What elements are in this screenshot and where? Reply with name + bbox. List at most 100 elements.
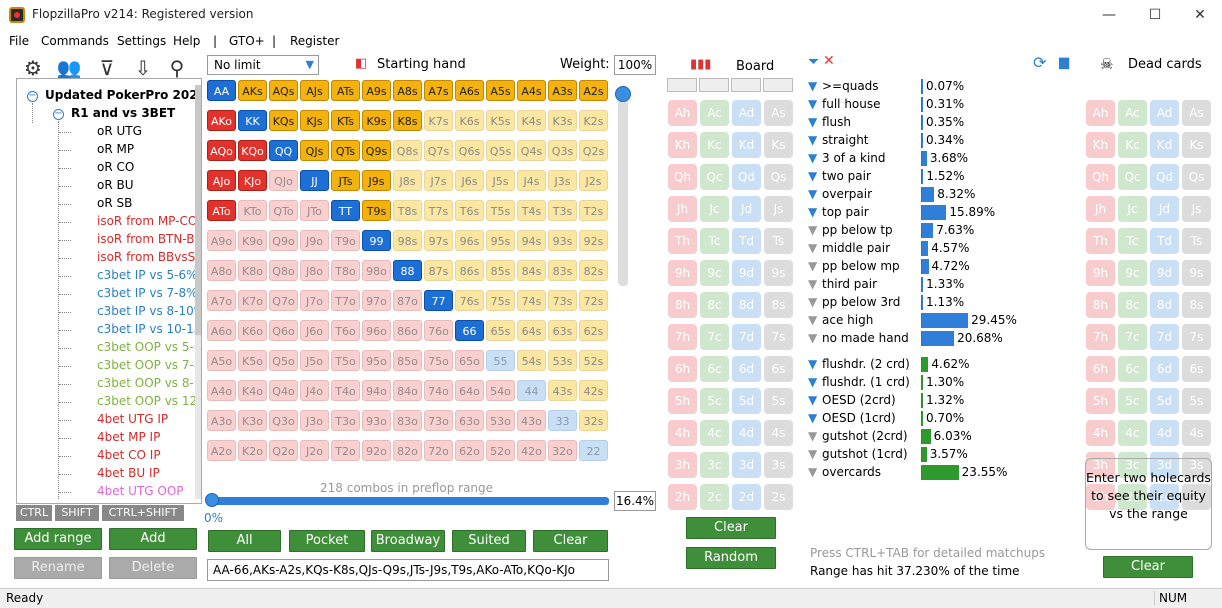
hand-cell[interactable]: Q9s [362,140,391,161]
card-Ac[interactable]: Ac [700,100,729,126]
card-Ac[interactable]: Ac [1118,100,1147,126]
hand-cell[interactable]: Q7o [269,290,298,311]
hand-cell[interactable]: 65o [455,350,484,371]
hand-cell[interactable]: Q3s [548,140,577,161]
chart-icon[interactable]: ▆ [1059,55,1069,70]
hand-cell[interactable]: 53s [548,350,577,371]
card-8h[interactable]: 8h [1086,292,1115,318]
hand-cell[interactable]: A3s [548,80,577,101]
board-slot[interactable] [699,78,729,92]
hand-cell[interactable]: A6s [455,80,484,101]
hand-cell[interactable]: 33 [548,410,577,431]
hand-cell[interactable]: 83o [393,410,422,431]
hand-cell[interactable]: T4s [517,200,546,221]
hand-cell[interactable]: T8s [393,200,422,221]
tab-ctrl[interactable]: CTRL [16,505,52,521]
hand-cell[interactable]: K8o [238,260,267,281]
hand-cell[interactable]: Q5o [269,350,298,371]
card-4h[interactable]: 4h [1086,420,1115,446]
hand-cell[interactable]: K8s [393,110,422,131]
menu-commands[interactable]: Commands [41,34,109,48]
card-9c[interactable]: 9c [1118,260,1147,286]
limit-select[interactable]: No limit ▼ [207,55,319,75]
hand-cell[interactable]: 92s [579,230,608,251]
card-5d[interactable]: 5d [732,388,761,414]
card-9d[interactable]: 9d [1150,260,1179,286]
hand-cell[interactable]: 64s [517,320,546,341]
card-8d[interactable]: 8d [732,292,761,318]
filter-icon[interactable]: ▼ [808,97,818,111]
card-9d[interactable]: 9d [732,260,761,286]
tree-item[interactable]: oR SB [97,196,133,210]
filter-icon[interactable]: ▼ [808,465,818,479]
card-2h[interactable]: 2h [1086,484,1115,510]
card-Jc[interactable]: Jc [700,196,729,222]
card-Ts[interactable]: Ts [764,228,793,254]
card-Kh[interactable]: Kh [668,132,697,158]
card-Kh[interactable]: Kh [1086,132,1115,158]
hand-cell[interactable]: J3o [300,410,329,431]
tree-item[interactable]: isoR from BTN-BB [97,232,202,246]
hand-cell[interactable]: 55 [486,350,515,371]
collapse-icon[interactable]: − [53,108,64,120]
hand-cell[interactable]: JTs [331,170,360,191]
rename-button[interactable]: Rename [14,557,102,579]
hand-cell[interactable]: 73o [424,410,453,431]
hand-cell[interactable]: A2s [579,80,608,101]
card-2s[interactable]: 2s [1182,484,1211,510]
hand-cell[interactable]: A8o [207,260,236,281]
tree-item[interactable]: oR BU [97,178,134,192]
hand-cell[interactable]: 74s [517,290,546,311]
card-Jc[interactable]: Jc [1118,196,1147,222]
card-7h[interactable]: 7h [1086,324,1115,350]
hand-cell[interactable]: K5o [238,350,267,371]
hand-cell[interactable]: 94o [362,380,391,401]
filter-icon[interactable]: ▼ [808,313,818,327]
hand-cell[interactable]: A9o [207,230,236,251]
card-Ad[interactable]: Ad [1150,100,1179,126]
hand-cell[interactable]: 76o [424,320,453,341]
hand-cell[interactable]: 64o [455,380,484,401]
card-Qs[interactable]: Qs [764,164,793,190]
hand-cell[interactable]: 62s [579,320,608,341]
card-2d[interactable]: 2d [1150,484,1179,510]
hand-cell[interactable]: K6o [238,320,267,341]
hand-cell[interactable]: Q3o [269,410,298,431]
card-2c[interactable]: 2c [1118,484,1147,510]
tree-item[interactable]: c3bet OOP vs 12% [97,394,202,408]
hand-cell[interactable]: J2s [579,170,608,191]
card-4d[interactable]: 4d [732,420,761,446]
card-9h[interactable]: 9h [668,260,697,286]
card-5h[interactable]: 5h [668,388,697,414]
board-clear-button[interactable]: Clear [686,517,776,539]
hand-cell[interactable]: 72o [424,440,453,461]
hand-cell[interactable]: 22 [579,440,608,461]
hand-cell[interactable]: QJo [269,170,298,191]
card-8h[interactable]: 8h [668,292,697,318]
hand-cell[interactable]: J9s [362,170,391,191]
hand-cell[interactable]: A9s [362,80,391,101]
card-9c[interactable]: 9c [700,260,729,286]
card-6d[interactable]: 6d [1150,356,1179,382]
card-Ts[interactable]: Ts [1182,228,1211,254]
card-Kc[interactable]: Kc [1118,132,1147,158]
card-4c[interactable]: 4c [1118,420,1147,446]
card-3c[interactable]: 3c [1118,452,1147,478]
tree-item[interactable]: 4bet UTG IP [97,412,169,426]
hand-cell[interactable]: T3s [548,200,577,221]
card-Tc[interactable]: Tc [1118,228,1147,254]
card-5c[interactable]: 5c [700,388,729,414]
filter-icon[interactable]: ▼ [808,169,818,183]
hand-cell[interactable]: QQ [269,140,298,161]
hand-cell[interactable]: KQo [238,140,267,161]
hand-cell[interactable]: T6s [455,200,484,221]
card-Kd[interactable]: Kd [1150,132,1179,158]
card-7s[interactable]: 7s [764,324,793,350]
hand-cell[interactable]: J7o [300,290,329,311]
hand-cell[interactable]: 84o [393,380,422,401]
hand-cell[interactable]: 99 [362,230,391,251]
card-5d[interactable]: 5d [1150,388,1179,414]
card-6c[interactable]: 6c [700,356,729,382]
card-9h[interactable]: 9h [1086,260,1115,286]
card-Jd[interactable]: Jd [732,196,761,222]
